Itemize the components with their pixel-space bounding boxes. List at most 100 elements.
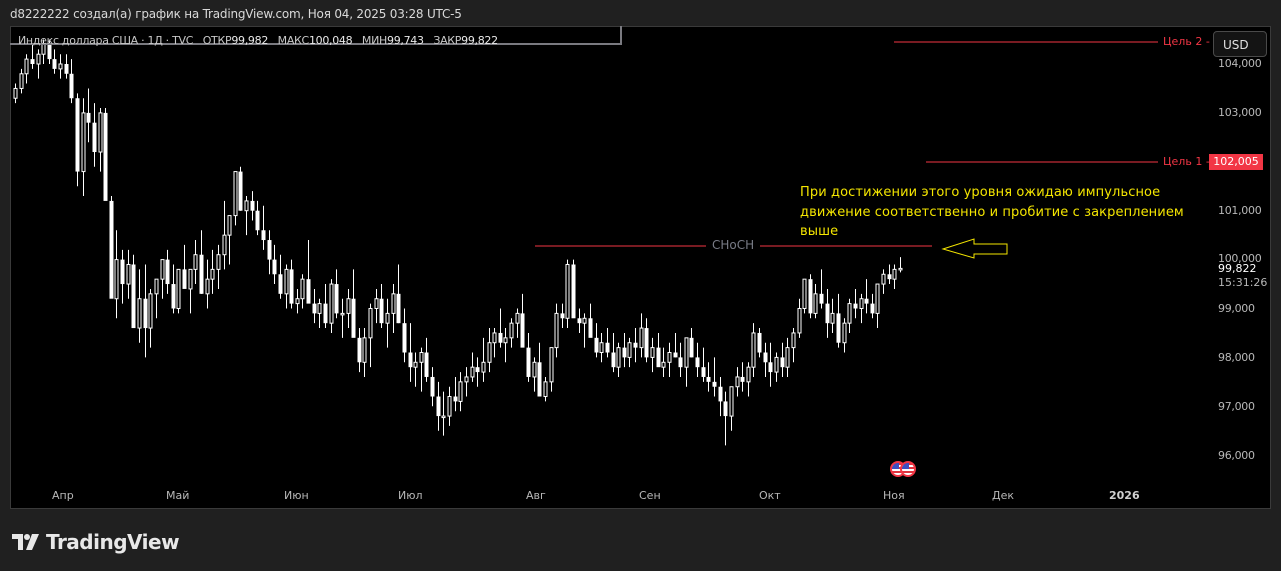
- candle-body-up: [368, 308, 373, 339]
- candle-body-down: [740, 376, 745, 382]
- candle-body-down: [69, 73, 74, 99]
- symbol-legend[interactable]: Индекс доллара США · 1Д · TVC ОТКР99,982…: [18, 34, 498, 47]
- time-tick-label: Ноя: [883, 489, 905, 502]
- low-value: 99,743: [387, 34, 424, 47]
- candle-body-up: [340, 312, 345, 316]
- target2-label[interactable]: Цель 2 -: [1163, 35, 1210, 48]
- candle-body-down: [622, 347, 627, 358]
- candle-body-down: [594, 337, 599, 353]
- candle-body-up: [374, 298, 379, 310]
- candle-body-up: [785, 347, 790, 368]
- candle-body-down: [887, 274, 892, 280]
- candle-body-up: [329, 283, 334, 324]
- candle-body-down: [334, 284, 339, 314]
- candle-body-up: [24, 58, 29, 75]
- candle-body-down: [109, 200, 114, 299]
- candle-body-down: [588, 318, 593, 338]
- candle-body-up: [227, 215, 232, 236]
- candle-body-up: [492, 332, 497, 344]
- price-tick-label: 96,000: [1218, 449, 1255, 462]
- candle-body-up: [661, 361, 666, 368]
- candle-body-up: [797, 308, 802, 334]
- candle-body-down: [351, 298, 356, 338]
- candle-body-up: [875, 283, 880, 314]
- candle-body-up: [830, 312, 835, 324]
- candle-body-up: [599, 342, 604, 354]
- candle-body-up: [582, 317, 587, 324]
- candle-body-down: [723, 401, 728, 417]
- candle-body-up: [813, 293, 818, 314]
- candle-body-down: [611, 352, 616, 368]
- bar-countdown: 15:31:26: [1218, 276, 1268, 289]
- candle-body-up: [81, 112, 86, 173]
- candle-body-down: [577, 318, 582, 324]
- candle-body-down: [836, 313, 841, 343]
- time-tick-label: Апр: [52, 489, 74, 502]
- target1-label[interactable]: Цель 1 -: [1163, 155, 1210, 168]
- price-tick-label: 100,000: [1218, 252, 1262, 265]
- candle-body-up: [509, 322, 514, 339]
- arrow-left-icon: [941, 238, 1008, 259]
- candle-body-down: [853, 303, 858, 309]
- time-tick-label: Июн: [284, 489, 309, 502]
- candle-body-up: [413, 361, 418, 368]
- candle-body-down: [430, 376, 435, 397]
- candle-body-up: [515, 312, 520, 324]
- high-value: 100,048: [308, 34, 353, 47]
- candle-body-down: [424, 352, 429, 377]
- candle-body-down: [656, 347, 661, 368]
- candle-body-down: [864, 298, 869, 304]
- candle-body-down: [103, 112, 108, 201]
- candle-body-up: [481, 361, 486, 373]
- candle-body-up: [667, 352, 672, 363]
- time-tick-label: Июл: [398, 489, 423, 502]
- candle-body-down: [520, 313, 525, 348]
- candle-body-down: [272, 259, 277, 275]
- candle-body-down: [165, 259, 170, 285]
- candle-body-up: [154, 278, 159, 295]
- candle-body-up: [616, 347, 621, 368]
- candle-body-up: [98, 112, 103, 153]
- us-flag-icon[interactable]: [900, 461, 916, 477]
- currency-button[interactable]: USD: [1213, 31, 1267, 57]
- high-label: МАКС: [277, 34, 310, 47]
- candle-body-up: [193, 254, 198, 270]
- candle-body-down: [30, 59, 35, 64]
- candle-body-up: [114, 259, 119, 300]
- candle-body-up: [650, 347, 655, 358]
- candle-body-up: [160, 259, 165, 280]
- candle-body-up: [892, 268, 897, 280]
- candle-body-up: [565, 263, 570, 319]
- candle-body-down: [143, 298, 148, 329]
- candle-body-up: [487, 342, 492, 363]
- candle-body-down: [436, 396, 441, 417]
- candle-body-down: [537, 362, 542, 397]
- candle-body-up: [385, 312, 390, 324]
- candle-body-up: [58, 63, 63, 70]
- candle-body-up: [362, 337, 367, 363]
- candle-body-up: [532, 361, 537, 378]
- tradingview-logo-icon: [12, 534, 39, 550]
- candle-body-up: [458, 381, 463, 402]
- candle-body-up: [470, 366, 475, 378]
- candle-body-up: [847, 303, 852, 324]
- annotation-text[interactable]: При достижении этого уровня ожидаю импул…: [800, 185, 1184, 239]
- price-tick-label: 103,000: [1218, 106, 1262, 119]
- candle-body-down: [131, 264, 136, 329]
- choch-label[interactable]: CHoCH: [712, 238, 755, 252]
- tradingview-logo[interactable]: TradingView: [12, 530, 180, 554]
- close-value: 99,822: [461, 34, 498, 47]
- candle-body-down: [396, 293, 401, 324]
- price-tick-label: 99,000: [1218, 302, 1255, 315]
- candle-body-down: [357, 337, 362, 363]
- time-tick-label: Сен: [639, 489, 661, 502]
- candle-body-down: [498, 332, 503, 343]
- last-price-label: 99,822: [1218, 262, 1257, 275]
- candle-body-down: [92, 122, 97, 153]
- candle-body-down: [757, 332, 762, 353]
- candle-body-up: [881, 273, 886, 285]
- candle-body-up: [284, 268, 289, 295]
- candle-body-up: [300, 278, 305, 300]
- candle-body-down: [64, 64, 69, 74]
